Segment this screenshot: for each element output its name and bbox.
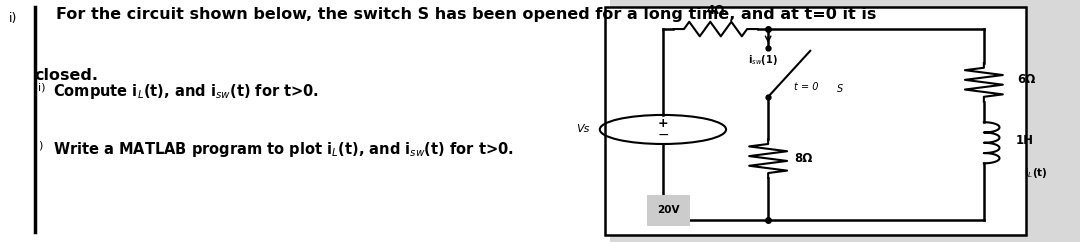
Text: i$_L$(t): i$_L$(t) — [1024, 166, 1048, 180]
Text: i): i) — [9, 12, 17, 25]
Text: i$_{sw}$(1): i$_{sw}$(1) — [748, 53, 778, 67]
Bar — [0, 0, 610, 242]
Text: +: + — [658, 117, 669, 130]
Text: ): ) — [38, 140, 42, 150]
Bar — [605, 7, 1026, 235]
Text: t = 0: t = 0 — [795, 82, 819, 92]
Text: i): i) — [38, 82, 45, 92]
Text: closed.: closed. — [35, 68, 98, 83]
Text: Compute i$_L$(t), and i$_{sw}$(t) for t>0.: Compute i$_L$(t), and i$_{sw}$(t) for t>… — [53, 82, 319, 101]
Text: Vs: Vs — [576, 124, 590, 135]
Text: 8Ω: 8Ω — [795, 152, 813, 165]
Text: For the circuit shown below, the switch S has been opened for a long time, and a: For the circuit shown below, the switch … — [56, 7, 876, 22]
Text: Write a MATLAB program to plot i$_L$(t), and i$_{sw}$(t) for t>0.: Write a MATLAB program to plot i$_L$(t),… — [53, 140, 513, 159]
Text: 20V: 20V — [657, 205, 679, 215]
Text: 1H: 1H — [1015, 134, 1034, 147]
Text: 4Ω: 4Ω — [706, 4, 725, 17]
Text: S: S — [837, 84, 842, 94]
Bar — [605, 7, 1026, 235]
Text: 6Ω: 6Ω — [1017, 73, 1036, 86]
Text: −: − — [657, 128, 669, 142]
